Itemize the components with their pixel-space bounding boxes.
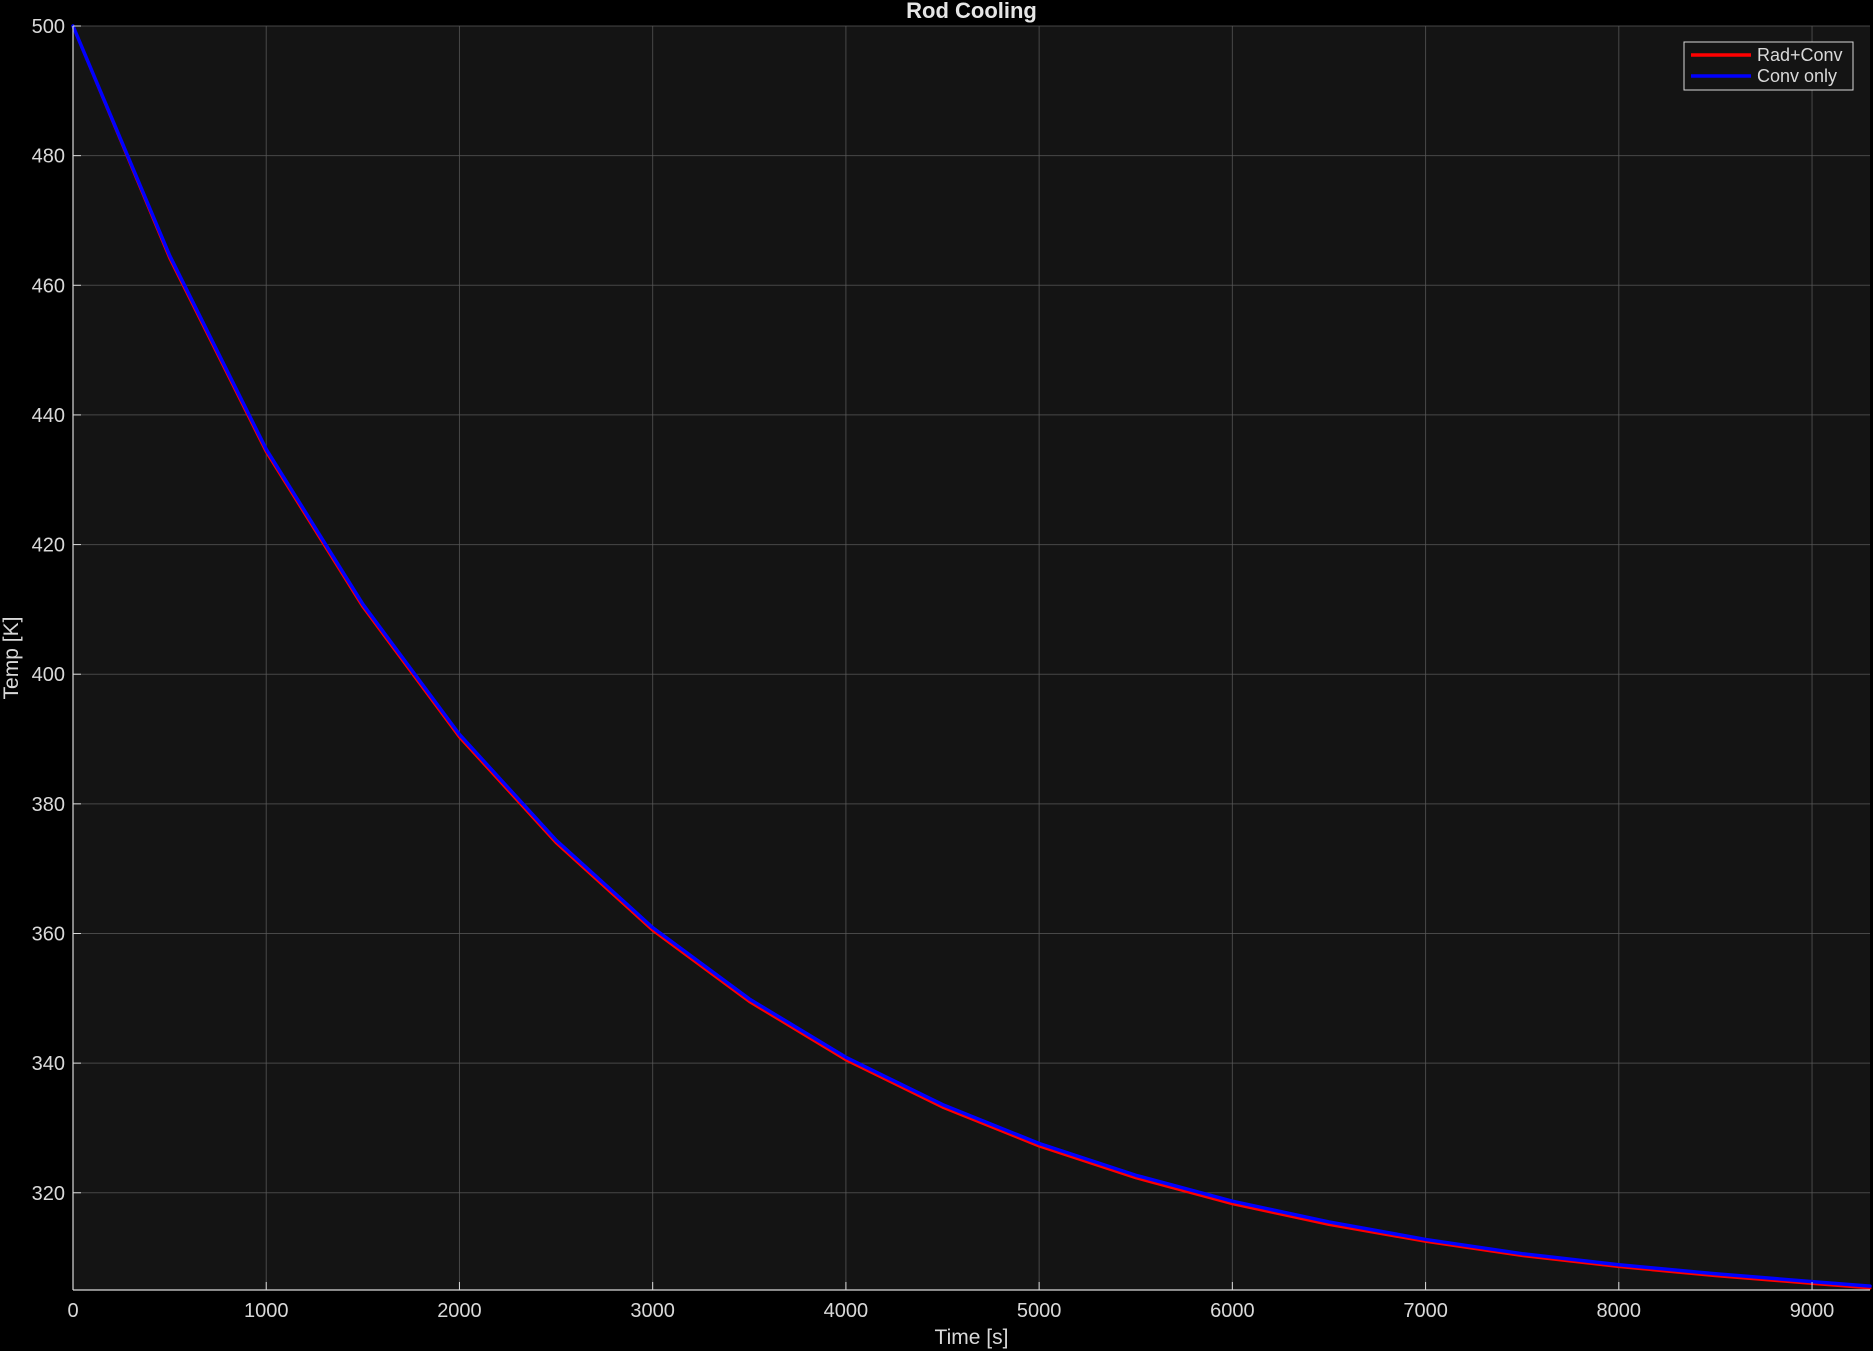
legend-label-conv-only: Conv only <box>1757 66 1837 86</box>
y-tick-label: 380 <box>32 794 65 816</box>
y-tick-label: 440 <box>32 405 65 427</box>
x-tick-label: 3000 <box>630 1300 675 1322</box>
x-tick-label: 4000 <box>824 1300 869 1322</box>
series-line-conv-only <box>71 24 1872 1288</box>
x-tick-label: 1000 <box>244 1300 289 1322</box>
y-tick-label: 500 <box>32 16 65 38</box>
y-axis-label: Temp [K] <box>0 617 23 700</box>
x-tick-label: 6000 <box>1210 1300 1255 1322</box>
x-tick-label: 8000 <box>1597 1300 1642 1322</box>
legend: Rad+Conv Conv only <box>1683 41 1854 91</box>
y-tick-label: 360 <box>32 923 65 945</box>
chart-title: Rod Cooling <box>906 0 1037 23</box>
x-tick-label: 9000 <box>1790 1300 1835 1322</box>
y-tick-label: 480 <box>32 146 65 168</box>
x-tick-label: 7000 <box>1403 1300 1448 1322</box>
x-tick-label: 5000 <box>1017 1300 1062 1322</box>
y-tick-label: 320 <box>32 1183 65 1205</box>
series-layer <box>71 24 1872 1290</box>
legend-label-rad-conv: Rad+Conv <box>1757 45 1843 65</box>
y-tick-label: 400 <box>32 664 65 686</box>
axes <box>72 25 1870 1291</box>
tick-labels: 0 1000 2000 3000 4000 5000 6000 7000 8000 9000 320… <box>32 16 1835 1322</box>
y-tick-label: 340 <box>32 1053 65 1075</box>
plot-area <box>73 26 1870 1290</box>
y-tick-label: 460 <box>32 275 65 297</box>
x-tick-label: 2000 <box>437 1300 482 1322</box>
x-tick-label: 0 <box>67 1300 78 1322</box>
grid-lines <box>72 25 1870 1290</box>
y-tick-label: 420 <box>32 535 65 557</box>
legend-box <box>1683 41 1854 91</box>
x-axis-label: Time [s] <box>935 1326 1009 1349</box>
